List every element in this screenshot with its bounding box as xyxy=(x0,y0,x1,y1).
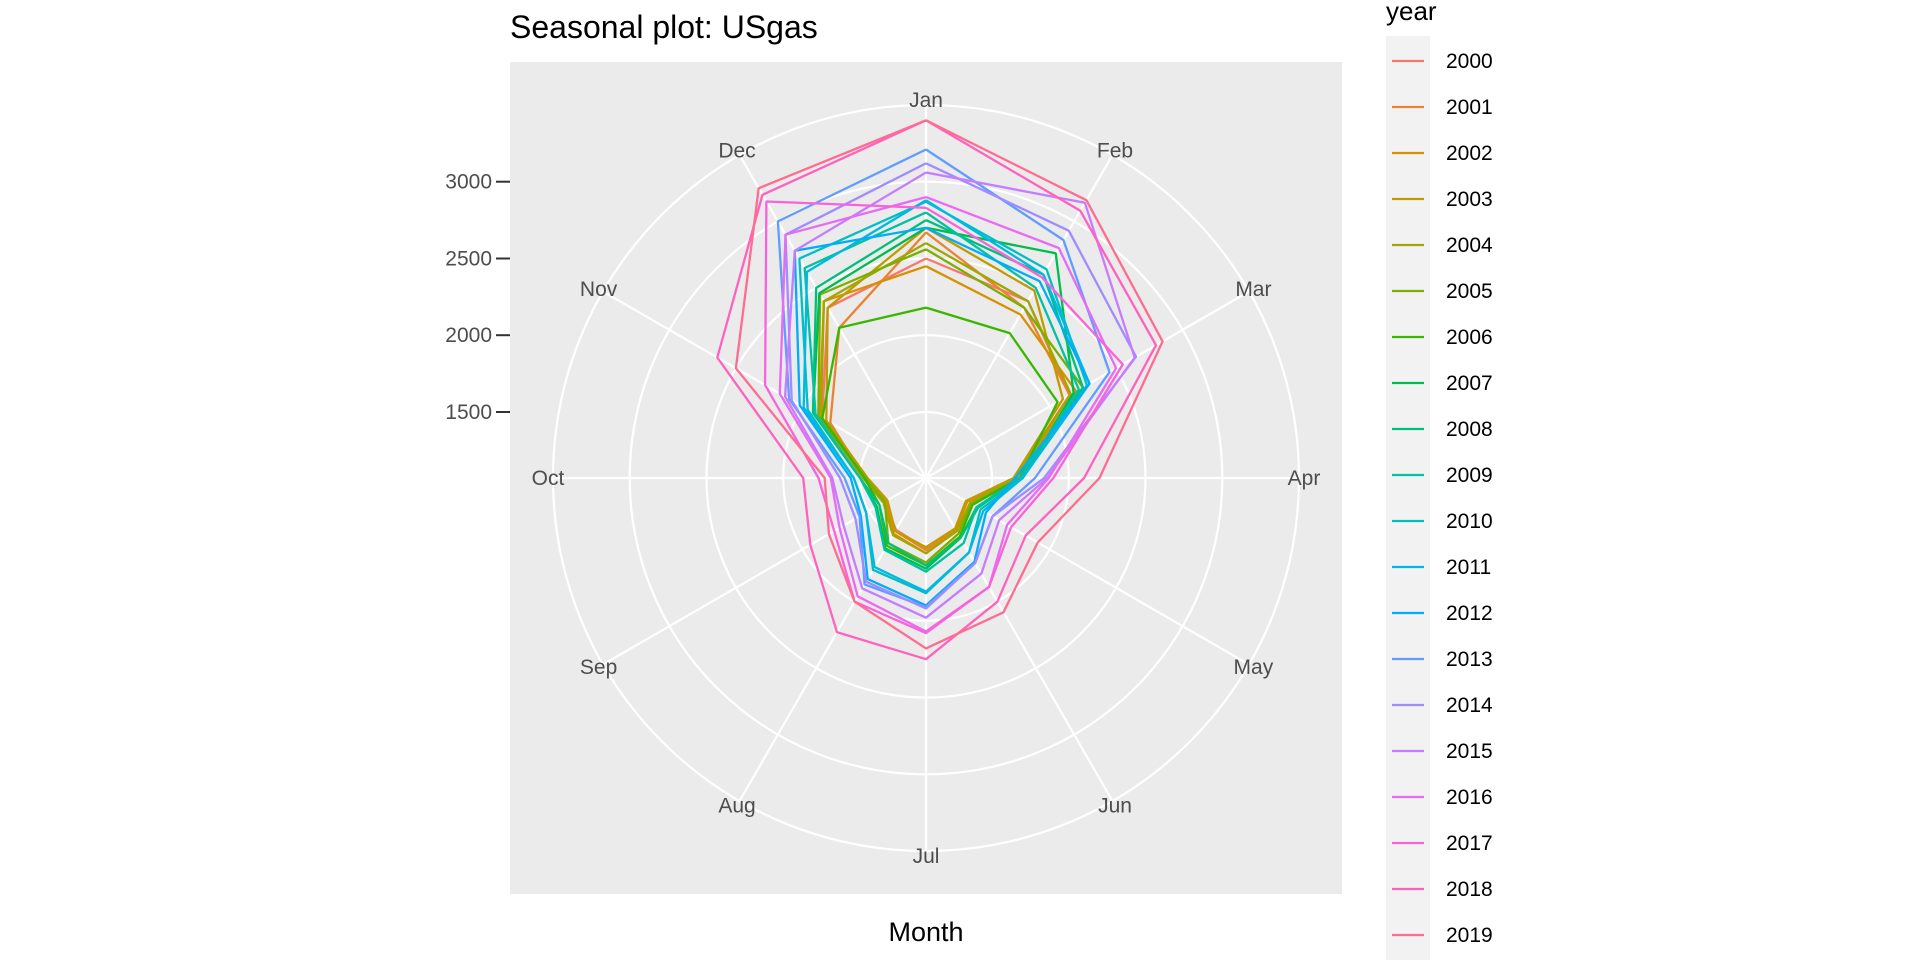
legend-label-2014: 2014 xyxy=(1446,694,1493,717)
month-label-jul: Jul xyxy=(913,845,940,868)
month-label-apr: Apr xyxy=(1288,467,1321,490)
legend-label-2003: 2003 xyxy=(1446,188,1493,211)
legend-label-2001: 2001 xyxy=(1446,96,1493,119)
month-label-jan: Jan xyxy=(909,89,943,112)
series-line-2019 xyxy=(734,119,1164,650)
series-line-2009 xyxy=(803,211,1081,573)
radial-axis: 1500 2000 2500 3000 xyxy=(445,171,510,424)
series-line-2012 xyxy=(793,226,1091,607)
series-lines xyxy=(716,119,1164,661)
legend-label-2015: 2015 xyxy=(1446,740,1493,763)
radial-tick-label-2000: 2000 xyxy=(445,324,492,347)
legend-label-2017: 2017 xyxy=(1446,832,1493,855)
month-label-aug: Aug xyxy=(718,794,755,817)
legend-label-2010: 2010 xyxy=(1446,510,1493,533)
legend-label-2005: 2005 xyxy=(1446,280,1493,303)
series-line-2018 xyxy=(716,119,1158,661)
legend-label-2000: 2000 xyxy=(1446,50,1493,73)
legend-label-2009: 2009 xyxy=(1446,464,1493,487)
radial-tick-label-2500: 2500 xyxy=(445,248,492,271)
x-axis-title: Month xyxy=(888,917,963,947)
series-line-2014 xyxy=(784,162,1138,610)
month-label-nov: Nov xyxy=(580,278,618,301)
series-line-2004 xyxy=(819,242,1073,555)
month-label-oct: Oct xyxy=(532,467,565,490)
series-line-2003 xyxy=(825,226,1065,549)
spoke-sep xyxy=(602,477,927,666)
series-line-2017 xyxy=(763,200,1124,635)
legend: year 20002001200220032004200520062007200… xyxy=(1386,0,1493,960)
legend-key-background xyxy=(1386,36,1430,960)
month-label-feb: Feb xyxy=(1097,140,1133,163)
month-label-jun: Jun xyxy=(1098,794,1132,817)
legend-label-2008: 2008 xyxy=(1446,418,1493,441)
legend-label-2012: 2012 xyxy=(1446,602,1493,625)
legend-label-2018: 2018 xyxy=(1446,878,1493,901)
month-label-dec: Dec xyxy=(718,140,755,163)
series-line-2016 xyxy=(778,195,1118,633)
chart-title: Seasonal plot: USgas xyxy=(510,9,818,45)
legend-items: 2000 2001 2002 2003 2004 2005 2006 2007 2008 2009… xyxy=(1392,50,1493,947)
legend-label-2013: 2013 xyxy=(1446,648,1493,671)
legend-title: year xyxy=(1386,0,1437,26)
legend-label-2007: 2007 xyxy=(1446,372,1493,395)
spoke-feb xyxy=(925,154,1114,479)
radial-tick-label-3000: 3000 xyxy=(445,171,492,194)
month-label-mar: Mar xyxy=(1235,278,1271,301)
radial-tick-label-1500: 1500 xyxy=(445,401,492,424)
legend-label-2002: 2002 xyxy=(1446,142,1493,165)
series-line-2015 xyxy=(783,171,1136,619)
legend-label-2019: 2019 xyxy=(1446,924,1493,947)
legend-label-2011: 2011 xyxy=(1446,556,1491,579)
legend-label-2004: 2004 xyxy=(1446,234,1493,257)
legend-label-2006: 2006 xyxy=(1446,326,1493,349)
legend-label-2016: 2016 xyxy=(1446,786,1493,809)
month-label-sep: Sep xyxy=(580,656,617,679)
series-line-2008 xyxy=(811,219,1085,567)
spoke-dec xyxy=(738,154,927,479)
month-label-may: May xyxy=(1234,656,1274,679)
month-axis-labels: Jan Feb Mar Apr May Jun Jul Aug Sep Oct Nov Dec xyxy=(532,89,1321,868)
